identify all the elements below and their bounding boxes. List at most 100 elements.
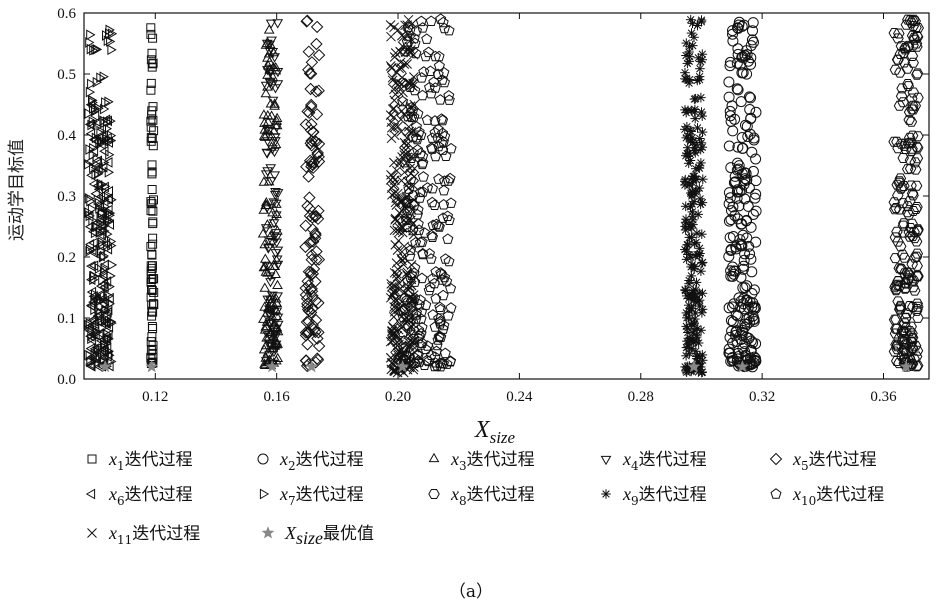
- data-point: [304, 192, 315, 203]
- data-point: [105, 168, 113, 177]
- data-point: [724, 77, 734, 87]
- data-point: [446, 283, 456, 292]
- legend-item-x1: x1迭代过程: [88, 449, 193, 473]
- data-point: [439, 186, 449, 195]
- legend-label: x7迭代过程: [279, 484, 364, 508]
- data-point: [684, 250, 694, 260]
- data-point: [387, 134, 396, 143]
- data-point: [697, 107, 707, 117]
- legend-item-x11: x11迭代过程: [88, 523, 201, 547]
- data-point: [306, 57, 317, 68]
- data-point: [684, 148, 694, 158]
- data-point: [680, 105, 690, 115]
- legend-label: Xsize最优值: [284, 523, 374, 548]
- data-point: [438, 290, 448, 299]
- data-point: [747, 267, 757, 277]
- figure-caption: （a）: [449, 582, 493, 602]
- data-point: [724, 92, 734, 102]
- legend-item-x6: x6迭代过程: [87, 484, 193, 508]
- data-point: [688, 286, 698, 296]
- data-point: [734, 201, 744, 211]
- legend-label: x8迭代过程: [450, 484, 535, 508]
- data-point: [149, 325, 157, 333]
- data-point: [751, 237, 761, 247]
- data-point: [725, 233, 735, 243]
- data-point: [435, 95, 445, 104]
- data-point: [443, 234, 453, 243]
- data-point: [695, 163, 705, 173]
- legend-label: x11迭代过程: [108, 523, 200, 547]
- data-point: [688, 328, 698, 338]
- y-axis-label: 运动学目标值: [7, 139, 27, 241]
- axes: 0.120.160.200.240.280.320.360.00.10.20.3…: [57, 6, 929, 405]
- data-point: [149, 207, 157, 215]
- data-point: [681, 351, 691, 361]
- data-point: [689, 197, 699, 207]
- data-point: [892, 227, 902, 236]
- data-point: [87, 30, 95, 39]
- data-point: [428, 184, 438, 193]
- legend-item-x10: x10迭代过程: [771, 484, 884, 508]
- data-point: [692, 352, 702, 362]
- legend-label: x1迭代过程: [108, 449, 193, 473]
- data-point: [434, 174, 444, 183]
- data-point: [314, 50, 325, 61]
- y-tick-label: 0.3: [57, 189, 76, 205]
- data-point: [391, 214, 400, 223]
- legend-item-x3: x3迭代过程: [430, 449, 535, 473]
- legend-marker: [601, 489, 611, 499]
- data-point: [149, 218, 157, 226]
- legend-label: x9迭代过程: [622, 484, 707, 508]
- series-x3: [259, 25, 283, 368]
- data-point: [149, 234, 157, 242]
- data-point: [148, 323, 156, 331]
- data-point: [302, 339, 313, 350]
- data-point: [746, 222, 756, 232]
- data-point: [88, 80, 96, 89]
- data-point: [261, 255, 270, 263]
- legend-marker: [771, 454, 782, 465]
- data-point: [311, 39, 322, 50]
- legend-label: x3迭代过程: [450, 449, 535, 473]
- data-point: [389, 113, 398, 122]
- legend-marker: [88, 529, 97, 538]
- data-point: [908, 88, 918, 97]
- data-point: [739, 255, 749, 265]
- x-tick-label: 0.16: [264, 389, 291, 405]
- data-point: [444, 215, 454, 224]
- data-point: [907, 260, 917, 269]
- legend-marker: [429, 490, 439, 499]
- data-point: [680, 125, 690, 135]
- data-point: [691, 94, 701, 104]
- legend-marker: [88, 455, 96, 463]
- data-point: [682, 308, 692, 318]
- data-point: [688, 19, 698, 29]
- y-tick-label: 0.4: [57, 128, 76, 144]
- data-point: [687, 174, 697, 184]
- x-tick-label: 0.20: [385, 389, 411, 405]
- data-point: [687, 335, 697, 345]
- legend-label: x2迭代过程: [279, 449, 364, 473]
- legend-label: x4迭代过程: [622, 449, 707, 473]
- legend-marker: [260, 490, 268, 499]
- legend-item-Xsize: Xsize最优值: [262, 523, 374, 548]
- y-tick-label: 0.0: [57, 372, 76, 388]
- data-point: [724, 252, 734, 262]
- data-point: [689, 33, 699, 43]
- data-point: [303, 46, 314, 57]
- data-point: [691, 308, 701, 318]
- data-point: [736, 97, 746, 107]
- data-point: [682, 38, 692, 48]
- series-x11: [386, 15, 419, 377]
- x-tick-label: 0.12: [142, 389, 168, 405]
- data-point: [148, 186, 156, 194]
- legend-item-x9: x9迭代过程: [601, 484, 706, 508]
- data-point: [751, 107, 761, 117]
- data-point: [438, 17, 448, 26]
- data-point: [698, 258, 708, 268]
- legend-marker: [602, 456, 611, 464]
- data-point: [743, 132, 753, 142]
- legend-label: x5迭代过程: [792, 449, 877, 473]
- data-point: [901, 145, 911, 154]
- data-point: [686, 262, 696, 272]
